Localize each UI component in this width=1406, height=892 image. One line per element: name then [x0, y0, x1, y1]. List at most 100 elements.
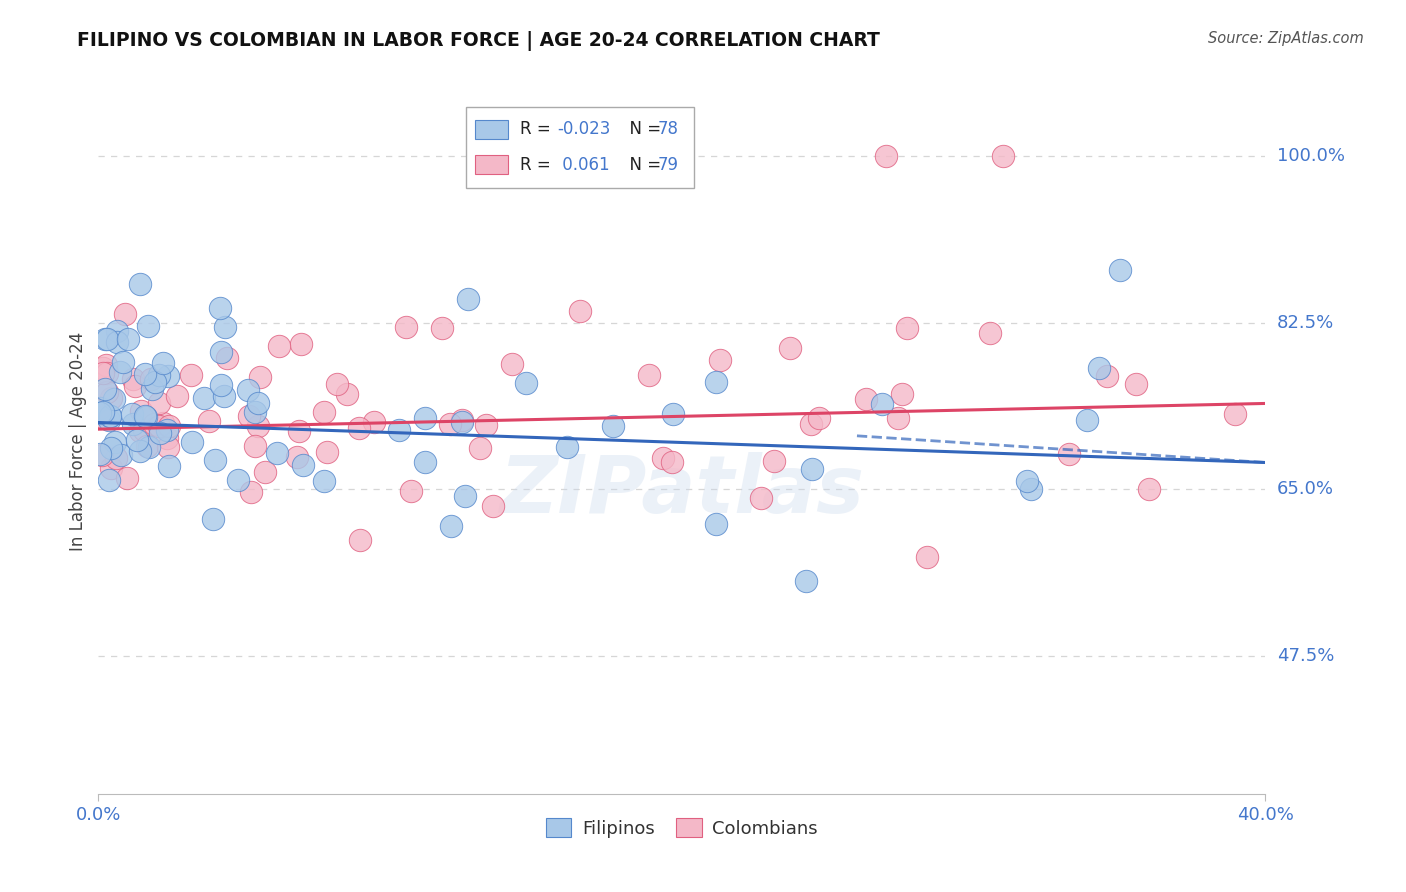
- Point: [704, 516, 727, 531]
- Point: [148, 418, 170, 433]
- Point: [124, 379, 146, 393]
- Point: [475, 418, 498, 433]
- Point: [127, 433, 149, 447]
- Point: [104, 451, 127, 466]
- Y-axis label: In Labor Force | Age 20-24: In Labor Force | Age 20-24: [69, 332, 87, 551]
- Point: [110, 448, 132, 462]
- Point: [413, 455, 436, 469]
- Point: [209, 377, 232, 392]
- Point: [855, 392, 877, 406]
- Point: [290, 337, 312, 351]
- Point: [979, 326, 1001, 341]
- FancyBboxPatch shape: [465, 107, 693, 188]
- Point: [347, 421, 370, 435]
- Point: [800, 462, 823, 476]
- Point: [291, 458, 314, 472]
- Point: [598, 149, 620, 163]
- Point: [156, 368, 179, 383]
- Point: [602, 418, 624, 433]
- Point: [388, 423, 411, 437]
- Point: [208, 301, 231, 315]
- Point: [143, 375, 166, 389]
- Point: [148, 396, 170, 410]
- Point: [704, 375, 727, 389]
- Point: [89, 447, 111, 461]
- Point: [245, 405, 267, 419]
- Point: [470, 441, 492, 455]
- Point: [94, 358, 117, 372]
- Text: N =: N =: [619, 120, 666, 138]
- Point: [501, 357, 523, 371]
- Text: 78: 78: [658, 120, 679, 138]
- Point: [204, 453, 226, 467]
- Point: [129, 444, 152, 458]
- Point: [104, 434, 127, 449]
- Text: R =: R =: [520, 120, 555, 138]
- Point: [457, 292, 479, 306]
- Point: [91, 448, 114, 462]
- Text: 0.061: 0.061: [557, 155, 610, 174]
- Point: [1076, 413, 1098, 427]
- Text: Source: ZipAtlas.com: Source: ZipAtlas.com: [1208, 31, 1364, 46]
- Point: [97, 413, 120, 427]
- Text: 82.5%: 82.5%: [1277, 313, 1334, 332]
- Point: [193, 391, 215, 405]
- Point: [149, 425, 172, 440]
- Text: FILIPINO VS COLOMBIAN IN LABOR FORCE | AGE 20-24 CORRELATION CHART: FILIPINO VS COLOMBIAN IN LABOR FORCE | A…: [77, 31, 880, 51]
- Point: [800, 417, 823, 431]
- Text: 47.5%: 47.5%: [1277, 647, 1334, 665]
- Point: [1059, 447, 1081, 461]
- Point: [875, 149, 897, 163]
- Point: [1108, 263, 1130, 277]
- Point: [89, 401, 111, 415]
- Point: [141, 382, 163, 396]
- Point: [991, 149, 1014, 163]
- Point: [335, 387, 357, 401]
- Point: [1088, 361, 1111, 376]
- Point: [246, 395, 269, 409]
- Point: [451, 415, 474, 429]
- Point: [413, 411, 436, 425]
- Point: [98, 473, 121, 487]
- Point: [152, 356, 174, 370]
- Point: [236, 383, 259, 397]
- Point: [482, 500, 505, 514]
- Point: [515, 376, 537, 391]
- Point: [105, 334, 128, 349]
- Point: [1095, 369, 1118, 384]
- Point: [96, 384, 118, 399]
- Point: [749, 491, 772, 506]
- Point: [1223, 407, 1246, 421]
- Point: [253, 465, 276, 479]
- Point: [129, 403, 152, 417]
- Point: [122, 417, 145, 432]
- Point: [807, 410, 830, 425]
- Text: 79: 79: [658, 155, 679, 174]
- Point: [117, 332, 139, 346]
- Point: [91, 410, 114, 425]
- Point: [134, 368, 156, 382]
- FancyBboxPatch shape: [475, 120, 508, 139]
- Text: 100.0%: 100.0%: [1277, 147, 1346, 165]
- Point: [89, 406, 111, 420]
- Point: [129, 277, 152, 291]
- Point: [105, 324, 128, 338]
- Point: [1137, 482, 1160, 496]
- Point: [568, 304, 591, 318]
- Point: [143, 417, 166, 431]
- Legend: Filipinos, Colombians: Filipinos, Colombians: [538, 811, 825, 845]
- Text: 65.0%: 65.0%: [1277, 480, 1334, 498]
- Point: [135, 439, 157, 453]
- Point: [288, 424, 311, 438]
- Point: [243, 439, 266, 453]
- Point: [454, 490, 477, 504]
- Point: [1125, 377, 1147, 392]
- Point: [93, 332, 115, 346]
- Point: [100, 442, 122, 456]
- Point: [96, 332, 118, 346]
- Point: [94, 382, 117, 396]
- Point: [238, 409, 260, 423]
- Point: [96, 367, 118, 381]
- Point: [121, 407, 143, 421]
- Point: [794, 574, 817, 588]
